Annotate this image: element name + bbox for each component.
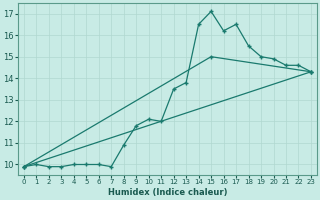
X-axis label: Humidex (Indice chaleur): Humidex (Indice chaleur)	[108, 188, 227, 197]
